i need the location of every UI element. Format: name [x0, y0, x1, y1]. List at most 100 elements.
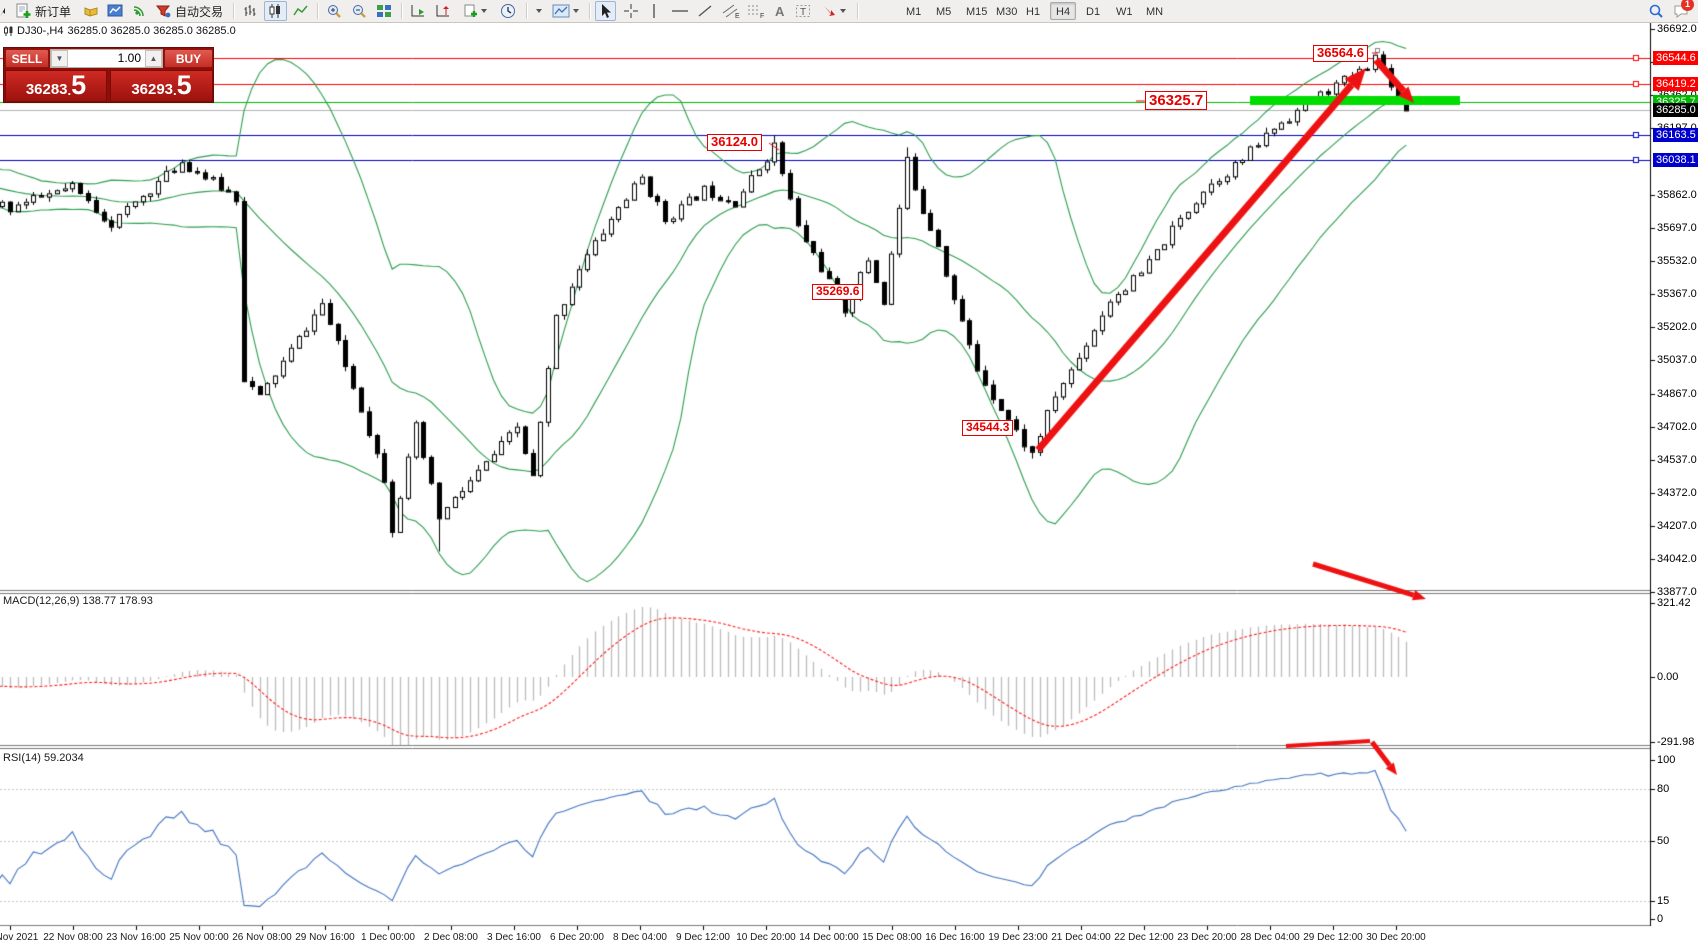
- sell-price-dot: .: [67, 83, 72, 98]
- time-axis-label: 10 Dec 20:00: [736, 932, 796, 943]
- timeframe-H4[interactable]: H4: [1050, 2, 1077, 20]
- price-tick: 34207.0: [1657, 520, 1697, 532]
- timeframe-H1[interactable]: H1: [1026, 6, 1041, 18]
- chart-shift-icon[interactable]: [432, 1, 455, 21]
- timeframe-W1[interactable]: W1: [1116, 6, 1133, 18]
- time-axis-label: 29 Dec 12:00: [1303, 932, 1363, 943]
- timeframe-M5[interactable]: M5: [936, 6, 952, 18]
- bar-chart-type-icon[interactable]: [239, 1, 262, 21]
- horizontal-line-tool-icon[interactable]: [668, 1, 692, 21]
- text-tool-icon[interactable]: A: [769, 1, 790, 21]
- toolbar-separator: [233, 3, 235, 19]
- rsi-label: RSI(14) 59.2034: [3, 752, 84, 764]
- svg-text:T: T: [800, 7, 806, 18]
- price-badge: 36285.0: [1653, 103, 1698, 118]
- rsi-value: 59.2034: [43, 752, 84, 764]
- history-center-icon[interactable]: [80, 1, 103, 21]
- auto-trading-button[interactable]: 自动交易: [152, 1, 226, 21]
- symbol-title: DJ30-,H4: [17, 25, 64, 37]
- price-label-object[interactable]: 36325.7: [1145, 91, 1208, 111]
- time-axis-label: 19 Dec 23:00: [988, 932, 1048, 943]
- toolbar-separator: [317, 3, 319, 19]
- timeframe-D1[interactable]: D1: [1086, 6, 1101, 18]
- price-tick: 35862.0: [1657, 189, 1697, 201]
- time-axis-label: 21 Dec 04:00: [1051, 932, 1111, 943]
- market-watch-icon[interactable]: [104, 1, 127, 21]
- text-label-tool-icon[interactable]: T: [792, 1, 815, 21]
- macd-values: 138.77 178.93: [82, 595, 153, 607]
- notifications-icon[interactable]: 1: [1670, 0, 1694, 21]
- time-axis-label: 22 Dec 12:00: [1114, 932, 1174, 943]
- sell-price-main: 36283: [25, 81, 68, 98]
- new-order-button[interactable]: 新订单: [12, 1, 74, 21]
- vertical-line-tool-icon[interactable]: [645, 1, 664, 21]
- price-tick: 34042.0: [1657, 553, 1697, 565]
- fibonacci-tool-icon[interactable]: F: [744, 1, 769, 21]
- timeframe-M30[interactable]: M30: [996, 6, 1018, 18]
- price-label-object[interactable]: 36564.6: [1313, 45, 1368, 62]
- chart-window-icon: [4, 26, 13, 36]
- macd-axis-tick: 0.00: [1657, 671, 1679, 683]
- cursor-partial-icon[interactable]: [0, 1, 8, 21]
- time-axis-label: 23 Nov 16:00: [106, 932, 166, 943]
- timeframe-MN[interactable]: MN: [1146, 6, 1164, 18]
- tile-windows-icon[interactable]: [373, 1, 396, 21]
- zoom-in-icon[interactable]: [323, 1, 346, 21]
- time-axis-label: 19 Nov 2021: [0, 932, 39, 943]
- toolbar-separator: [401, 3, 403, 19]
- auto-scroll-icon[interactable]: [407, 1, 430, 21]
- sell-price-tile[interactable]: 36283. 5: [5, 70, 107, 102]
- price-tick: 35367.0: [1657, 288, 1697, 300]
- arrow-objects-icon[interactable]: [817, 1, 849, 21]
- chevron-down-icon: [839, 9, 846, 13]
- price-tick: 35697.0: [1657, 222, 1697, 234]
- zoom-out-icon[interactable]: [348, 1, 371, 21]
- crosshair-tool-icon[interactable]: [620, 1, 643, 21]
- volume-stepper: ▼ 1.00 ▲: [50, 49, 163, 68]
- time-axis-label: 28 Dec 04:00: [1240, 932, 1300, 943]
- time-axis-label: 23 Dec 20:00: [1177, 932, 1237, 943]
- buy-price-dot: .: [173, 83, 177, 98]
- equidistant-channel-tool-icon[interactable]: E: [719, 1, 744, 21]
- pointer-tool-icon[interactable]: [595, 1, 616, 21]
- buy-button[interactable]: BUY: [164, 49, 213, 68]
- time-axis-label: 30 Dec 20:00: [1366, 932, 1426, 943]
- line-chart-type-icon[interactable]: [289, 1, 312, 21]
- timeframe-M1[interactable]: M1: [906, 6, 922, 18]
- volume-input[interactable]: 1.00: [117, 51, 141, 65]
- clock-icon[interactable]: [497, 1, 520, 21]
- price-tick: 35037.0: [1657, 354, 1697, 366]
- toolbar-separator: [589, 3, 591, 19]
- price-tick: 35532.0: [1657, 255, 1697, 267]
- volume-increase-button[interactable]: ▲: [145, 50, 162, 67]
- price-tick: 34702.0: [1657, 421, 1697, 433]
- time-axis-label: 8 Dec 04:00: [613, 932, 667, 943]
- volume-decrease-button[interactable]: ▼: [51, 50, 68, 67]
- svg-text:E: E: [735, 13, 740, 19]
- candlestick-chart-type-icon[interactable]: [264, 1, 287, 21]
- rsi-axis-tick: 50: [1657, 835, 1670, 847]
- rsi-axis-tick: 0: [1657, 913, 1664, 925]
- trendline-tool-icon[interactable]: [694, 1, 717, 21]
- price-label-object[interactable]: 35269.6: [812, 284, 864, 300]
- macd-name: MACD(12,26,9): [3, 595, 80, 607]
- buy-price-tile[interactable]: 36293. 5: [110, 70, 213, 102]
- buy-price-fraction: 5: [176, 70, 192, 100]
- rsi-name: RSI(14): [3, 752, 41, 764]
- time-axis-label: 6 Dec 20:00: [550, 932, 604, 943]
- time-axis-label: 22 Nov 08:00: [43, 932, 103, 943]
- svg-text:F: F: [760, 13, 764, 19]
- search-icon[interactable]: [1645, 1, 1668, 21]
- price-label-object[interactable]: 34544.3: [962, 420, 1014, 436]
- chart-profile-icon[interactable]: [548, 1, 582, 21]
- dropdown-caret-icon[interactable]: [531, 1, 545, 21]
- rsi-axis-tick: 15: [1657, 895, 1670, 907]
- signal-icon[interactable]: [128, 1, 151, 21]
- new-chart-button[interactable]: [460, 1, 490, 21]
- sell-button[interactable]: SELL: [5, 49, 49, 68]
- rsi-axis-tick: 100: [1657, 754, 1676, 766]
- timeframe-M15[interactable]: M15: [966, 6, 988, 18]
- price-label-object[interactable]: 36124.0: [707, 134, 762, 151]
